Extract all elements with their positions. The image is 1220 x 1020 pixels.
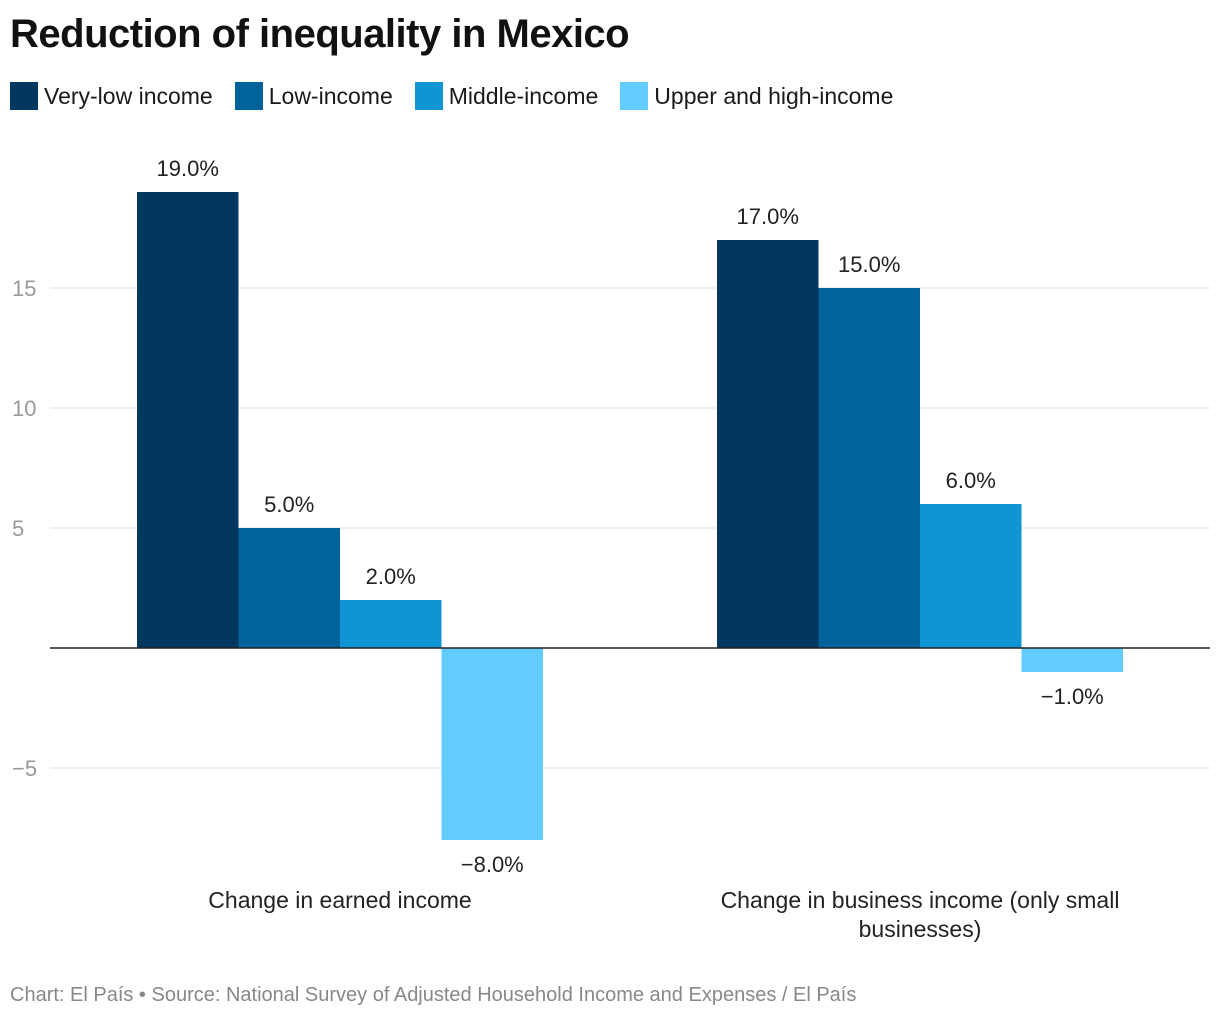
bar xyxy=(920,504,1022,648)
legend-label: Low-income xyxy=(268,82,393,109)
legend-label: Very-low income xyxy=(44,82,213,109)
legend-swatch xyxy=(234,82,263,110)
data-label: −1.0% xyxy=(1041,684,1104,709)
bar xyxy=(818,288,920,648)
data-label: −8.0% xyxy=(461,852,524,877)
bar xyxy=(717,240,819,648)
category-label: Change in business income (only small bu… xyxy=(720,887,1120,942)
y-tick-label: −5 xyxy=(12,756,37,781)
data-label: 6.0% xyxy=(946,468,996,493)
legend: Very-low income Low-income Middle-income Up… xyxy=(10,82,915,110)
legend-swatch xyxy=(620,82,649,110)
y-tick-label: 15 xyxy=(12,276,36,301)
legend-item: Upper and high-income xyxy=(620,82,893,110)
chart-title: Reduction of inequality in Mexico xyxy=(10,12,630,56)
legend-item: Middle-income xyxy=(414,82,599,110)
bar xyxy=(238,528,340,648)
bar xyxy=(340,600,442,648)
category-label: Change in earned income xyxy=(208,887,472,913)
bar xyxy=(137,192,239,648)
bar xyxy=(1021,648,1123,672)
legend-swatch xyxy=(10,82,38,110)
legend-label: Middle-income xyxy=(448,82,599,109)
footer-source: Chart: El País • Source: National Survey… xyxy=(10,984,857,1006)
legend-item: Very-low income xyxy=(10,82,213,110)
data-label: 15.0% xyxy=(838,252,900,277)
data-label: 17.0% xyxy=(737,204,799,229)
data-label: 19.0% xyxy=(157,156,219,181)
bar xyxy=(441,648,543,840)
data-label: 2.0% xyxy=(366,564,416,589)
legend-item: Low-income xyxy=(234,82,393,110)
legend-swatch xyxy=(414,82,443,110)
y-tick-label: 10 xyxy=(12,396,36,421)
y-tick-label: 5 xyxy=(12,516,24,541)
data-label: 5.0% xyxy=(264,492,314,517)
legend-label: Upper and high-income xyxy=(654,82,894,109)
